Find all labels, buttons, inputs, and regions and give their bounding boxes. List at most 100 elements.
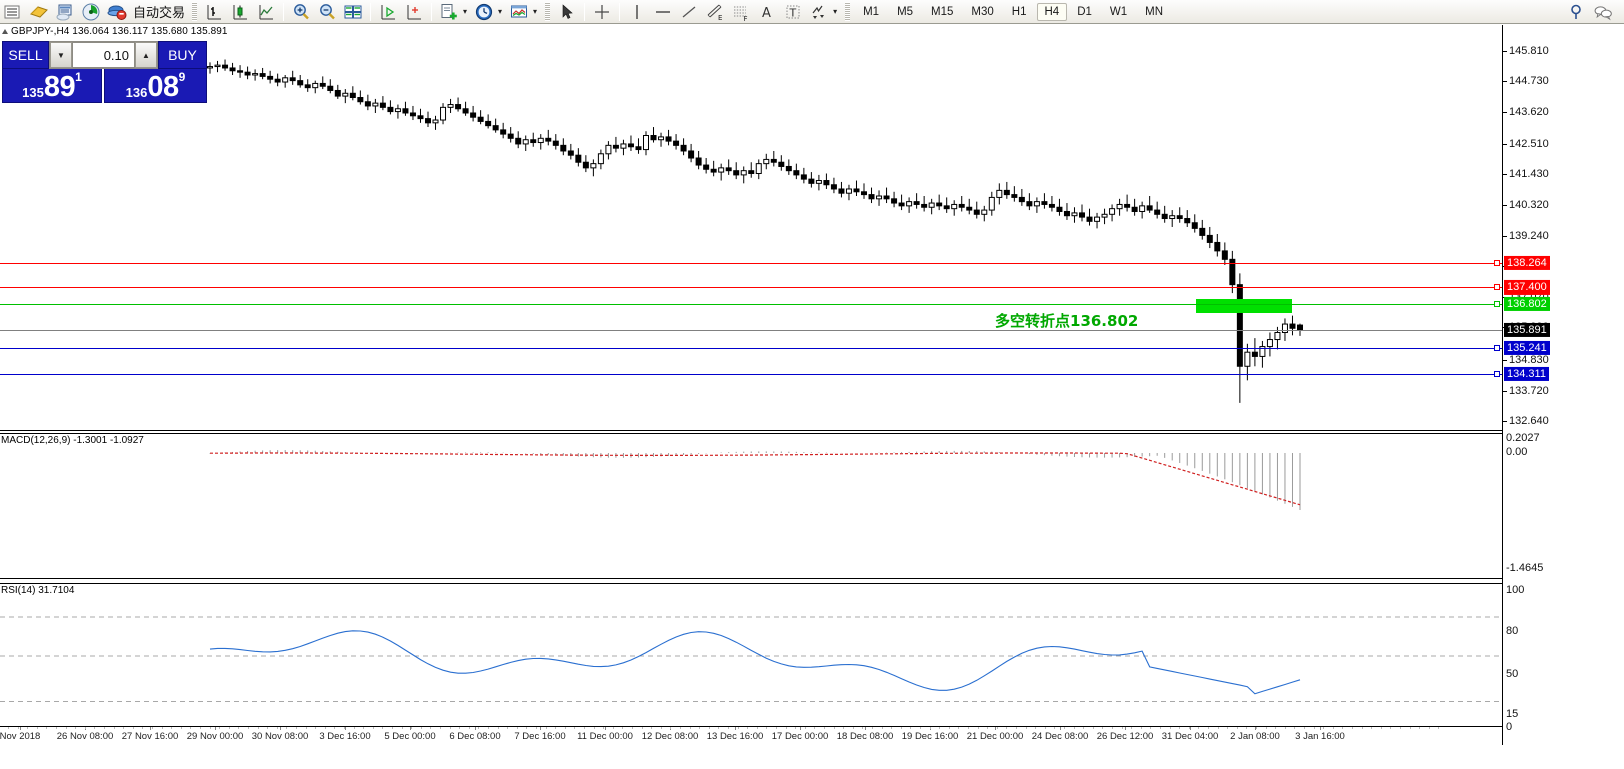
time-minor-tick — [776, 727, 777, 729]
volume-decrease-button[interactable]: ▼ — [50, 42, 72, 68]
vertical-line-icon[interactable] — [624, 1, 650, 23]
scale-label: 142.510 — [1509, 137, 1549, 150]
tile-windows-icon[interactable] — [340, 1, 366, 23]
price-level-handle-137.4[interactable] — [1494, 284, 1500, 291]
one-click-trading-panel[interactable]: SELL ▼ 0.10 ▲ BUY 135 89 1 136 08 9 — [2, 41, 207, 103]
price-chart-pane[interactable] — [0, 37, 1502, 431]
price-scale[interactable]: 145.810 144.730 143.620 142.510 141.430 140.3… — [1502, 25, 1624, 745]
timeframe-button-d1[interactable]: D1 — [1077, 5, 1092, 18]
price-level-line-136.802[interactable] — [0, 304, 1502, 306]
price-level-line-138.264[interactable] — [0, 263, 1502, 265]
rsi-pane[interactable]: RSI(14) 31.7104 — [0, 583, 1502, 727]
time-minor-tick — [1035, 727, 1037, 729]
time-minor-tick — [1428, 727, 1430, 729]
cursor-arrow-icon[interactable] — [554, 1, 580, 23]
scale-label: 80 — [1506, 625, 1519, 637]
price-level-chip-135.891[interactable]: 135.891 — [1504, 322, 1550, 337]
collapse-triangle-icon[interactable] — [2, 28, 8, 34]
equidistant-channel-icon[interactable]: E — [702, 1, 728, 23]
timeframe-button-m30[interactable]: M30 — [971, 5, 994, 18]
sell-price-main: 89 — [43, 71, 76, 103]
time-tick — [475, 727, 476, 730]
scale-tick — [1503, 174, 1507, 176]
text-icon[interactable]: A — [754, 1, 780, 23]
timeframe-button-w1[interactable]: W1 — [1109, 5, 1128, 18]
horizontal-line-icon[interactable] — [650, 1, 676, 23]
time-minor-tick — [27, 727, 29, 729]
time-minor-tick — [363, 727, 365, 729]
main-toolbar: 自动交易 — [0, 0, 1624, 24]
price-level-chip-137.400[interactable]: 137.400 — [1504, 280, 1550, 295]
timeframe-button-mn[interactable]: MN — [1145, 5, 1164, 18]
candlestick-chart-icon[interactable] — [227, 1, 253, 23]
arrows-icon[interactable] — [806, 1, 832, 23]
buy-price-display[interactable]: 136 08 9 — [104, 69, 207, 103]
time-minor-tick — [1361, 727, 1363, 729]
price-level-handle-138.264[interactable] — [1494, 260, 1500, 267]
time-minor-tick — [1102, 727, 1104, 729]
new-template-icon[interactable] — [436, 1, 462, 23]
arrows-dropdown-caret[interactable]: ▾ — [833, 6, 838, 16]
auto-trading-label[interactable]: 自动交易 — [133, 6, 186, 21]
template-dropdown-caret[interactable]: ▾ — [463, 6, 468, 16]
fibonacci-retracement-icon[interactable]: F — [728, 1, 754, 23]
signal-radar-icon[interactable] — [78, 1, 104, 23]
toolbar-grip[interactable] — [192, 2, 198, 21]
volume-stepper[interactable]: ▼ 0.10 ▲ — [49, 41, 158, 69]
sell-button[interactable]: SELL — [2, 41, 49, 69]
time-tick — [1190, 727, 1191, 730]
timeframe-button-m15[interactable]: M15 — [931, 5, 954, 18]
time-label: 18 Dec 08:00 — [836, 731, 894, 742]
symbol-info-bar: GBPJPY-,H4 136.064 136.117 135.680 135.8… — [0, 25, 1624, 37]
time-minor-tick — [737, 727, 739, 729]
price-level-chip-135.241[interactable]: 135.241 — [1504, 341, 1550, 356]
macd-pane[interactable]: MACD(12,26,9) -1.3001 -1.0927 — [0, 433, 1502, 579]
price-level-chip-136.802[interactable]: 136.802 — [1504, 297, 1550, 312]
news-window-icon[interactable] — [52, 1, 78, 23]
yellow-book-icon[interactable] — [26, 1, 52, 23]
indicators-dropdown-caret[interactable]: ▾ — [533, 6, 538, 16]
timeframe-button-h4[interactable]: H4 — [1036, 2, 1068, 21]
price-level-line-134.311[interactable] — [0, 374, 1502, 376]
list-icon[interactable] — [0, 1, 26, 23]
expert-advisor-icon[interactable] — [104, 1, 130, 23]
price-level-chip-134.311[interactable]: 134.311 — [1504, 367, 1549, 382]
scale-label: 132.640 — [1509, 415, 1549, 428]
svg-text:T: T — [789, 6, 797, 19]
search-icon[interactable] — [1564, 1, 1590, 23]
timeframe-button-m5[interactable]: M5 — [897, 5, 914, 18]
buy-button[interactable]: BUY — [158, 41, 207, 69]
time-minor-tick — [843, 727, 845, 729]
trendline-icon[interactable] — [676, 1, 702, 23]
chart-shift-icon[interactable] — [401, 1, 427, 23]
indicators-icon[interactable] — [506, 1, 532, 23]
timeframe-button-h1[interactable]: H1 — [1011, 5, 1027, 18]
volume-input[interactable]: 0.10 — [72, 42, 135, 68]
time-minor-tick — [1246, 727, 1248, 729]
price-level-handle-134.311[interactable] — [1494, 371, 1500, 378]
price-level-handle-135.241[interactable] — [1494, 345, 1500, 352]
price-level-chip-138.264[interactable]: 138.264 — [1504, 256, 1550, 271]
zoom-out-icon[interactable] — [314, 1, 340, 23]
sell-price-display[interactable]: 135 89 1 — [2, 69, 103, 103]
price-level-line-135.891[interactable] — [0, 329, 1502, 331]
chat-bubbles-icon[interactable] — [1590, 1, 1616, 23]
period-clock-icon[interactable] — [471, 1, 497, 23]
price-level-line-137.4[interactable] — [0, 287, 1502, 289]
toolbar-grip[interactable] — [845, 2, 851, 21]
price-level-line-135.241[interactable] — [0, 348, 1502, 350]
line-chart-icon[interactable] — [253, 1, 279, 23]
text-label-icon[interactable]: T — [780, 1, 806, 23]
volume-increase-button[interactable]: ▲ — [135, 42, 157, 68]
auto-scroll-icon[interactable] — [375, 1, 401, 23]
zoom-in-icon[interactable] — [288, 1, 314, 23]
time-minor-tick — [939, 727, 941, 729]
time-minor-tick — [852, 727, 854, 729]
price-level-handle-136.802[interactable] — [1494, 301, 1500, 308]
crosshair-icon[interactable] — [589, 1, 615, 23]
bar-chart-icon[interactable] — [201, 1, 227, 23]
time-minor-tick — [718, 727, 720, 729]
timeframe-button-m1[interactable]: M1 — [863, 5, 880, 18]
toolbar-grip[interactable] — [545, 2, 551, 21]
period-dropdown-caret[interactable]: ▾ — [498, 6, 503, 16]
